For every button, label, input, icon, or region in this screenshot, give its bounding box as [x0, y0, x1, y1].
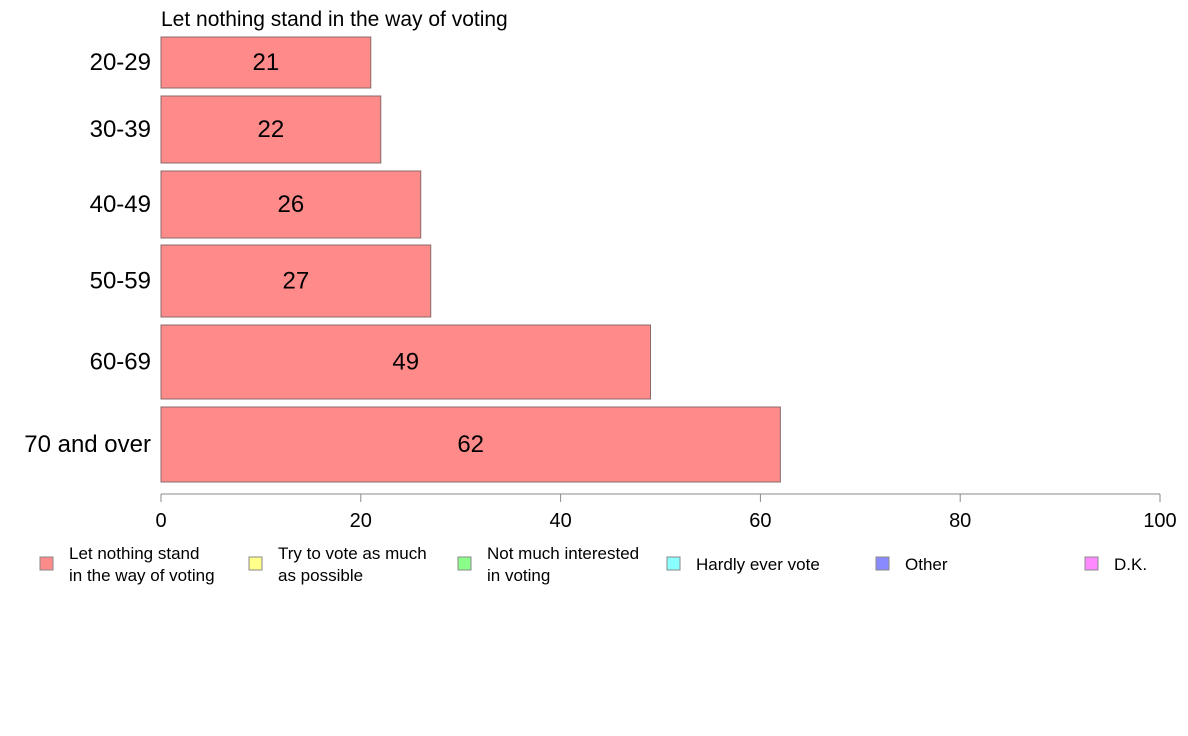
x-tick-label: 40	[549, 510, 571, 532]
x-tick-label: 60	[749, 510, 771, 532]
category-label: 40-49	[90, 191, 151, 218]
legend-swatch	[248, 556, 263, 571]
bar-40-49	[160, 170, 422, 239]
legend-label: Not much interested	[487, 544, 639, 563]
value-label: 27	[283, 268, 310, 295]
value-label: 26	[278, 191, 305, 218]
legend-label: Let nothing stand	[69, 544, 199, 563]
legend-swatch	[457, 556, 472, 571]
legend-label: D.K.	[1114, 555, 1147, 574]
value-label: 49	[392, 349, 419, 376]
legend-label: in the way of voting	[69, 566, 215, 585]
category-label: 50-59	[90, 268, 151, 295]
legend-label: Hardly ever vote	[696, 555, 820, 574]
value-label: 21	[253, 49, 280, 76]
legend-swatch	[875, 556, 890, 571]
bar-70-and-over	[160, 406, 781, 483]
legend-swatch	[666, 556, 681, 571]
chart-title: Let nothing stand in the way of voting	[161, 8, 508, 31]
legend-label: Try to vote as much	[278, 544, 427, 563]
legend-label: as possible	[278, 566, 363, 585]
bars-group: 20-29 21 30-39 22 40-49 26 50-59 27 60-69 49 70 an…	[24, 36, 781, 483]
value-label: 22	[258, 116, 285, 143]
legend: Let nothing stand in the way of voting Try…	[39, 544, 1147, 585]
x-tick-label: 0	[155, 510, 166, 532]
x-tick-label: 100	[1143, 510, 1176, 532]
value-label: 62	[457, 431, 484, 458]
bar-50-59	[160, 244, 432, 318]
x-tick-label: 20	[350, 510, 372, 532]
bar-30-39	[160, 95, 382, 164]
legend-swatch	[39, 556, 54, 571]
category-label: 70 and over	[24, 431, 151, 458]
x-tick-label: 80	[949, 510, 971, 532]
category-label: 60-69	[90, 349, 151, 376]
legend-label: in voting	[487, 566, 550, 585]
bar-60-69	[160, 324, 652, 400]
x-axis: 0 20 40 60 80 100	[155, 493, 1177, 532]
legend-label: Other	[905, 555, 948, 574]
legend-swatch	[1084, 556, 1099, 571]
category-label: 30-39	[90, 116, 151, 143]
category-label: 20-29	[90, 49, 151, 76]
bar-20-29	[160, 36, 372, 89]
